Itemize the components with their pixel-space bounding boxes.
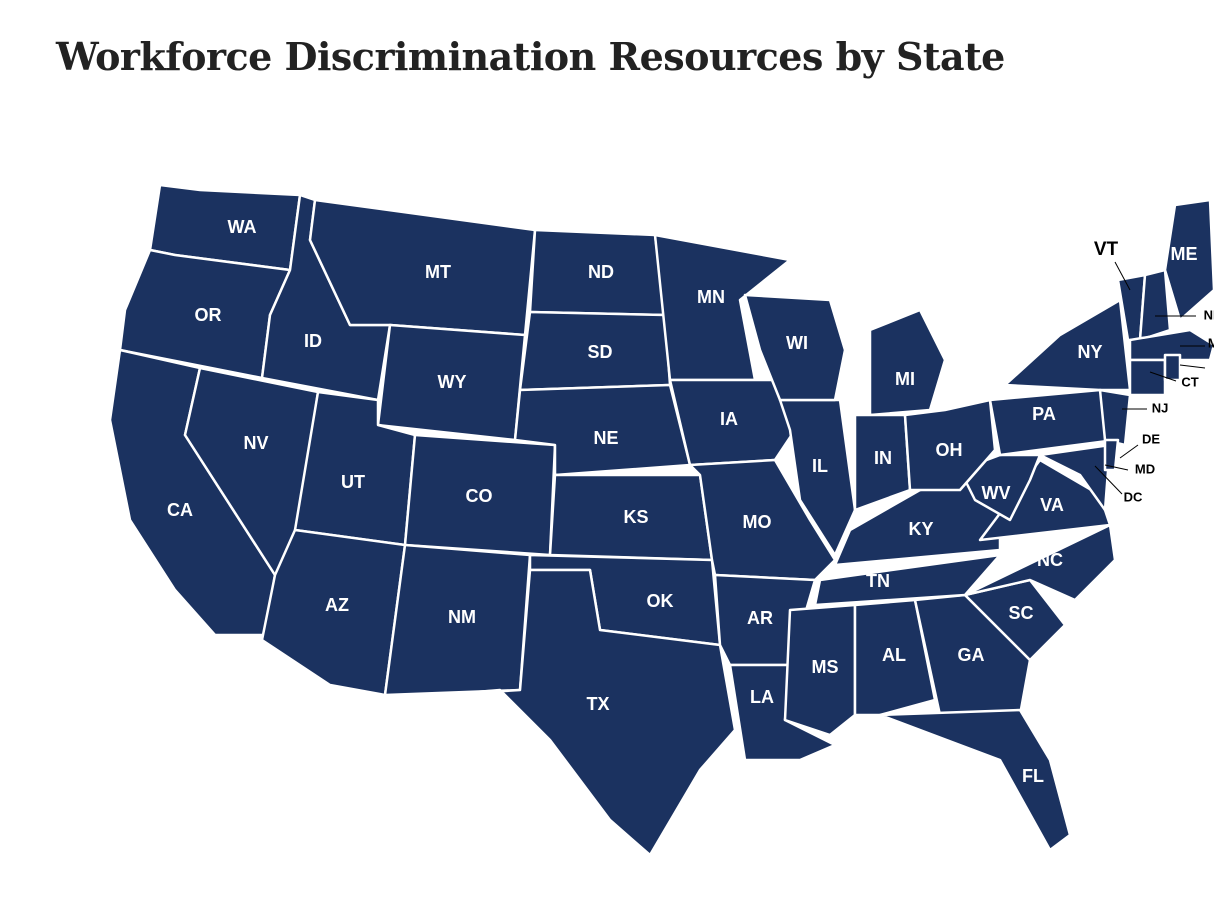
state-label: CT	[1181, 374, 1198, 389]
state-label: SD	[587, 342, 612, 362]
state-label: CO	[466, 486, 493, 506]
state-shape	[1163, 198, 1214, 322]
state-label: KS	[623, 507, 648, 527]
state-label: UT	[341, 472, 365, 492]
state-label: MS	[812, 657, 839, 677]
state-shape	[1103, 438, 1120, 472]
state-label: AR	[747, 608, 773, 628]
leader-line	[1104, 464, 1129, 471]
state-label: NH	[1204, 307, 1214, 322]
state-label: DC	[1124, 489, 1143, 504]
state-shape	[878, 708, 1072, 852]
state-shape	[1038, 443, 1112, 512]
leader-line	[1094, 465, 1123, 495]
state-shape	[1138, 268, 1172, 342]
state-shape	[1003, 298, 1132, 392]
state-shape	[743, 293, 847, 402]
state-label: NE	[593, 428, 618, 448]
state-label: MT	[425, 262, 451, 282]
state-shape	[1128, 358, 1167, 397]
state-label: IL	[812, 456, 828, 476]
state-label: AZ	[325, 595, 349, 615]
state-shape	[778, 398, 857, 557]
state-label: IA	[720, 409, 738, 429]
state-label: CA	[167, 500, 193, 520]
state-label: LA	[750, 687, 774, 707]
state-shape	[813, 553, 1002, 607]
state-label: VT	[1094, 239, 1119, 260]
state-label: MI	[895, 369, 915, 389]
state-label: ID	[304, 331, 322, 351]
state-label: VA	[1040, 495, 1064, 515]
state-shape	[963, 523, 1117, 602]
state-label: DE	[1142, 431, 1160, 446]
state-label: NC	[1037, 550, 1063, 570]
state-label: ME	[1171, 244, 1198, 264]
state-label: NM	[448, 607, 476, 627]
state-shape	[903, 398, 997, 492]
state-shape	[1098, 388, 1132, 447]
state-label: TN	[866, 571, 890, 591]
state-label: TX	[586, 694, 609, 714]
state-shape	[653, 233, 792, 382]
leader-line	[1114, 261, 1131, 291]
state-label: PA	[1032, 404, 1056, 424]
state-label: NJ	[1152, 400, 1169, 415]
state-shape	[1128, 328, 1214, 362]
state-label: OH	[936, 440, 963, 460]
state-label: ND	[588, 262, 614, 282]
state-label: GA	[958, 645, 985, 665]
state-label: WA	[228, 217, 257, 237]
state-label: MO	[743, 512, 772, 532]
state-label: NV	[243, 433, 268, 453]
state-label: IN	[874, 448, 892, 468]
state-label: FL	[1022, 766, 1044, 786]
state-label: WY	[438, 372, 467, 392]
leader-line	[1179, 364, 1206, 369]
state-label: WI	[786, 333, 808, 353]
state-label: WV	[982, 483, 1011, 503]
leader-line	[1149, 371, 1177, 382]
state-label: AL	[882, 645, 906, 665]
state-shape	[668, 378, 797, 467]
state-shape	[853, 598, 937, 717]
state-label: OR	[195, 305, 222, 325]
page-title: Workforce Discrimination Resources by St…	[56, 34, 1005, 79]
state-shape	[783, 603, 857, 737]
state-label: MD	[1135, 461, 1155, 476]
state-label: NY	[1077, 342, 1102, 362]
state-label: OK	[647, 591, 674, 611]
state-shape	[868, 308, 947, 417]
state-shape	[438, 568, 737, 857]
state-label: MN	[697, 287, 725, 307]
state-label: KY	[908, 519, 933, 539]
leader-line	[1119, 444, 1139, 459]
state-shape	[1163, 353, 1182, 382]
state-label: SC	[1008, 603, 1033, 623]
state-label: MA	[1208, 335, 1214, 350]
